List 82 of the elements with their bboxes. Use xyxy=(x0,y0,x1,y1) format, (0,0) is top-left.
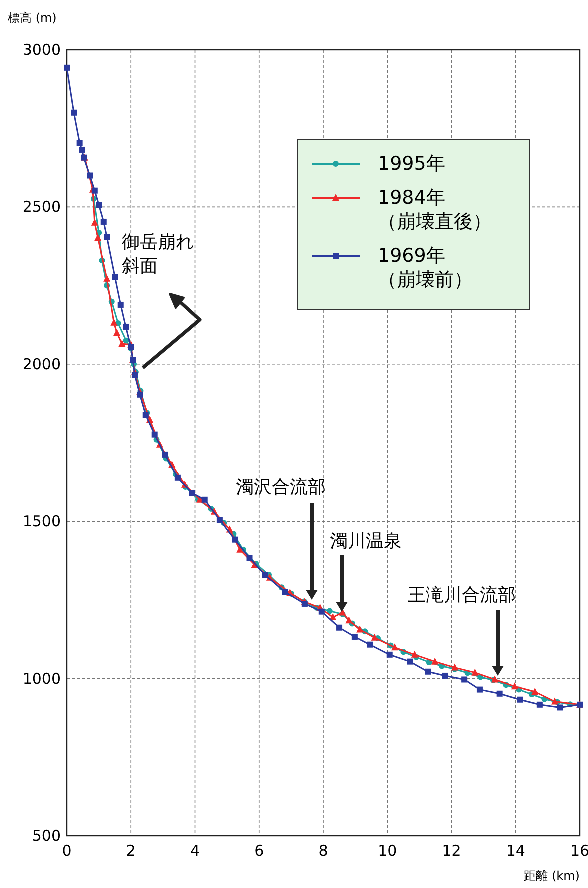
x-tick-label: 0 xyxy=(62,842,72,860)
point xyxy=(462,676,468,683)
x-tick-label: 12 xyxy=(442,842,462,860)
point xyxy=(122,324,129,330)
point xyxy=(352,634,358,640)
point xyxy=(104,234,110,240)
x-tick-label: 6 xyxy=(254,842,264,860)
point xyxy=(174,474,181,481)
y-tick-label: 3000 xyxy=(22,41,61,59)
legend-label: 1969年（崩壊前） xyxy=(378,245,473,291)
y-axis-title: 標高 (m) xyxy=(8,11,57,25)
point xyxy=(451,664,458,671)
point xyxy=(64,64,70,71)
point xyxy=(356,626,364,633)
point xyxy=(202,496,208,503)
point xyxy=(411,650,418,658)
point xyxy=(532,688,539,696)
point xyxy=(336,624,343,631)
point xyxy=(517,696,524,703)
point xyxy=(425,668,432,675)
point xyxy=(94,234,102,242)
annotation: 濁川温泉 xyxy=(330,531,402,552)
point xyxy=(511,682,518,690)
point xyxy=(246,555,253,562)
point xyxy=(110,318,118,326)
point xyxy=(386,652,393,658)
annotation: 濁沢合流部 xyxy=(236,477,326,498)
point xyxy=(96,202,102,208)
annotation: 王滝川合流部 xyxy=(408,585,516,606)
point xyxy=(346,616,353,624)
y-tick-label: 2500 xyxy=(22,198,61,216)
point xyxy=(87,172,94,179)
point xyxy=(91,218,98,226)
point xyxy=(557,704,564,711)
legend-label: 1984年（崩壊直後） xyxy=(378,187,492,233)
y-tick-label: 2000 xyxy=(22,355,61,374)
y-tick-label: 500 xyxy=(32,827,61,845)
point xyxy=(118,340,126,347)
point xyxy=(137,392,144,398)
point xyxy=(114,328,121,336)
y-tick-label: 1000 xyxy=(22,670,61,688)
point xyxy=(366,642,373,648)
point xyxy=(432,658,439,665)
point xyxy=(407,658,414,665)
point xyxy=(371,634,378,641)
annotation: 御岳崩れ斜面 xyxy=(122,232,194,277)
x-tick-label: 2 xyxy=(126,842,136,860)
x-tick-label: 8 xyxy=(318,842,328,860)
point xyxy=(71,110,78,116)
point xyxy=(189,490,196,496)
point xyxy=(476,686,483,693)
point xyxy=(236,546,244,553)
x-tick-label: 10 xyxy=(378,842,398,860)
point xyxy=(536,702,543,708)
x-tick-label: 4 xyxy=(190,842,200,860)
point xyxy=(162,452,168,458)
point xyxy=(92,188,98,194)
point xyxy=(551,698,558,705)
point xyxy=(118,302,124,308)
point xyxy=(152,432,158,438)
point xyxy=(132,372,138,378)
point xyxy=(76,140,83,146)
point xyxy=(79,146,86,153)
point xyxy=(326,608,333,614)
point xyxy=(442,672,448,679)
point xyxy=(282,589,288,596)
point xyxy=(262,572,268,578)
point xyxy=(232,536,238,543)
point xyxy=(472,668,479,676)
point xyxy=(318,608,325,615)
x-tick-label: 14 xyxy=(506,842,526,860)
point xyxy=(216,517,223,524)
point xyxy=(100,218,107,225)
point xyxy=(339,608,346,616)
legend-label: 1995年 xyxy=(378,153,446,175)
point xyxy=(392,644,398,651)
point xyxy=(492,676,499,683)
point xyxy=(112,274,118,280)
y-tick-label: 1500 xyxy=(22,512,61,531)
point xyxy=(104,274,111,282)
point xyxy=(496,690,503,697)
x-axis-title: 距離 (km) xyxy=(524,869,580,883)
